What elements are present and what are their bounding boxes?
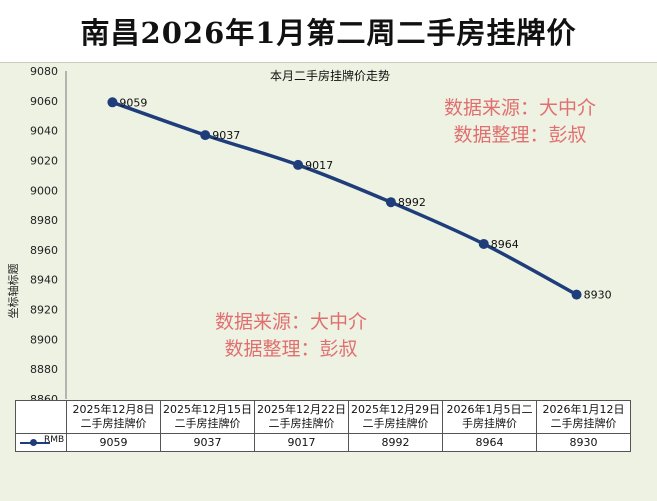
data-label: 9059 (119, 96, 147, 109)
legend-marker-icon (30, 439, 37, 446)
y-tick-label: 8980 (30, 214, 58, 227)
y-tick-label: 8900 (30, 333, 58, 346)
legend-entry: RMB (15, 433, 67, 452)
y-tick-label: 9000 (30, 184, 58, 197)
data-table-value-row: RMB 9059 9037 9017 8992 8964 8930 (15, 433, 631, 452)
y-tick-label: 8960 (30, 244, 58, 257)
data-point (107, 97, 118, 108)
data-label: 9017 (305, 159, 333, 172)
data-table: 2025年12月8日 二手房挂牌价 2025年12月15日 二手房挂牌价 2025年… (15, 400, 631, 452)
line-chart-svg: 8860888089008920894089608980900090209040… (30, 65, 612, 406)
y-tick-label: 8880 (30, 363, 58, 376)
y-tick-label: 8920 (30, 304, 58, 317)
data-point (385, 197, 396, 208)
data-table-header-row: 2025年12月8日 二手房挂牌价 2025年12月15日 二手房挂牌价 2025年… (15, 400, 631, 434)
data-label: 9037 (212, 129, 240, 142)
data-table-cell: 8930 (536, 433, 631, 452)
data-table-cell: 8964 (442, 433, 537, 452)
chart-title: 本月二手房挂牌价走势 (269, 69, 390, 83)
y-tick-label: 9020 (30, 154, 58, 167)
data-label: 8964 (491, 238, 519, 251)
watermark-top: 数据来源：大中介 数据整理：彭叔 (430, 95, 610, 149)
data-table-cell: 9059 (66, 433, 161, 452)
watermark-source-top: 数据来源：大中介 (443, 97, 596, 119)
data-table-corner (15, 400, 67, 434)
data-table-header: 2025年12月22日 二手房挂牌价 (254, 400, 349, 434)
data-table-header: 2025年12月29日 二手房挂牌价 (348, 400, 443, 434)
watermark-author-bottom: 数据整理：彭叔 (224, 338, 358, 360)
data-table-header: 2025年12月15日 二手房挂牌价 (160, 400, 255, 434)
banner-title: 南昌2026年1月第二周二手房挂牌价 (80, 16, 577, 50)
data-point (293, 159, 304, 170)
data-label: 8930 (584, 289, 612, 302)
y-tick-label: 9080 (30, 65, 58, 78)
data-table-cell: 8992 (348, 433, 443, 452)
series-line-rmb (110, 100, 579, 297)
data-label: 8992 (398, 196, 426, 209)
y-tick-label: 9040 (30, 125, 58, 138)
data-table-cell: 9017 (254, 433, 349, 452)
y-tick-label: 8940 (30, 274, 58, 287)
data-table-header: 2026年1月12日 二手房挂牌价 (536, 400, 631, 434)
chart-area: 本月二手房挂牌价走势 坐标轴标题 88608880890089208940896… (0, 62, 657, 501)
banner: 南昌2026年1月第二周二手房挂牌价 (0, 0, 657, 62)
watermark-author-top: 数据整理：彭叔 (453, 124, 587, 146)
data-table-header: 2026年1月5日二 手房挂牌价 (442, 400, 537, 434)
watermark-bottom: 数据来源：大中介 数据整理：彭叔 (196, 309, 386, 363)
data-table-header: 2025年12月8日 二手房挂牌价 (66, 400, 161, 434)
data-point (478, 238, 489, 249)
y-tick-label: 9060 (30, 95, 58, 108)
data-table-cell: 9037 (160, 433, 255, 452)
data-point (571, 289, 582, 300)
legend-series-name: RMB (44, 435, 65, 445)
data-point (200, 130, 211, 141)
watermark-source-bottom: 数据来源：大中介 (214, 311, 367, 333)
